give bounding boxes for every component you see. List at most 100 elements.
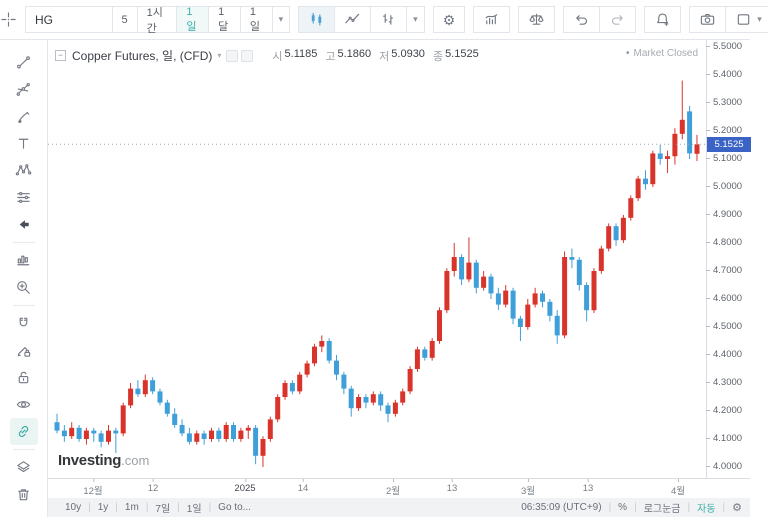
template-button[interactable]: ▾: [726, 6, 768, 33]
position-forecast-tool[interactable]: [10, 184, 38, 211]
candlestick-chart-canvas[interactable]: [48, 40, 706, 478]
chevron-down-icon[interactable]: ▾: [217, 51, 222, 60]
text-tool[interactable]: [10, 130, 38, 157]
time-tick-label: 2025: [234, 479, 256, 494]
log-scale-button[interactable]: 로그눈금: [643, 504, 681, 515]
line-style-button[interactable]: [335, 6, 372, 33]
object-tree-tool[interactable]: [10, 454, 38, 481]
ohlc-readout: 시 5.1185 고 5.1860 저 5.0930 종 5.1525: [264, 48, 478, 64]
bottom-toolbar: 10y | 1y | 1m | 7일 | 1일 | Go to... 06:35:09 (…: [48, 498, 750, 517]
candle-body: [312, 346, 317, 364]
style-dropdown-button[interactable]: ▾: [407, 6, 425, 33]
candle-body: [481, 276, 487, 288]
interval-1mo-button[interactable]: 1달: [209, 6, 241, 33]
candle-body: [466, 262, 472, 280]
chart-settings-button[interactable]: ⚙: [432, 6, 466, 33]
candle-body: [606, 226, 612, 249]
price-tick-label: 4.4000: [705, 349, 743, 360]
redo-button[interactable]: [600, 6, 637, 33]
sync-drawings-tool[interactable]: [9, 418, 38, 445]
interval-1d-button[interactable]: 1일: [177, 6, 210, 33]
drawing-mode-lock-tool[interactable]: [10, 337, 38, 364]
magnet-tool[interactable]: [10, 310, 38, 337]
candle-body: [451, 257, 457, 271]
remove-drawings-tool[interactable]: [10, 481, 38, 508]
goto-date-button[interactable]: Go to...: [218, 502, 251, 513]
compare-button[interactable]: [518, 6, 556, 33]
symbol-input[interactable]: HG: [25, 6, 113, 33]
magnet-icon: [19, 317, 28, 327]
candle-body: [223, 425, 229, 439]
candle-body: [569, 257, 575, 260]
legend-settings-icon[interactable]: [226, 49, 239, 62]
candle-body: [54, 422, 60, 431]
add-alert-button[interactable]: [644, 6, 682, 33]
indicators-button[interactable]: [473, 6, 511, 33]
range-7d-button[interactable]: 7일: [155, 504, 171, 515]
range-1m-button[interactable]: 1m: [124, 502, 139, 513]
interval-1h-button[interactable]: 1시간: [137, 6, 178, 35]
price-tick-label: 5.2000: [705, 125, 743, 136]
candle-body: [547, 301, 553, 316]
gann-fibonacci-tool[interactable]: [10, 76, 38, 103]
hide-toolbar-arrow-button[interactable]: [10, 211, 38, 238]
brush-tool[interactable]: [10, 103, 38, 130]
candle-body: [297, 374, 303, 392]
range-1d-button[interactable]: 1일: [186, 504, 202, 515]
legend-collapse-icon[interactable]: −: [55, 50, 66, 61]
undo-button[interactable]: [563, 6, 601, 33]
toolbar-divider: [12, 449, 35, 450]
lock-all-drawings-tool[interactable]: [10, 364, 38, 391]
forecast-lines-icon: [17, 192, 30, 203]
trash-icon: [18, 489, 29, 501]
market-status-text: Market Closed: [633, 48, 698, 59]
high-label: 고: [325, 50, 336, 63]
undo-redo-group: [563, 6, 637, 33]
candle-body: [422, 349, 428, 358]
hide-all-drawings-tool[interactable]: [10, 391, 38, 418]
time-axis[interactable]: 12월 12 2025 14 2월 13 3월 13 4월: [48, 478, 750, 498]
market-status: • Market Closed: [626, 48, 698, 59]
trend-line-tool[interactable]: [10, 49, 38, 76]
interval-dropdown-button[interactable]: ▾: [272, 6, 291, 33]
close-label: 종: [432, 50, 444, 63]
range-1y-button[interactable]: 1y: [97, 502, 109, 513]
legend-more-icon[interactable]: [241, 49, 254, 62]
chart-pane[interactable]: − Copper Futures, 일, (CFD) ▾ 시 5.1185 고 5.…: [48, 40, 706, 478]
line-style-icon: [345, 13, 360, 24]
pattern-xabcd-tool[interactable]: [10, 157, 38, 184]
candle-body: [628, 198, 634, 218]
screenshot-button[interactable]: [689, 6, 727, 33]
candle-body: [495, 293, 501, 305]
candle-body: [83, 430, 89, 439]
brush-icon: [18, 111, 30, 124]
bars-pattern-tool[interactable]: [10, 247, 38, 274]
undo-arrow-icon: [576, 15, 588, 25]
price-axis[interactable]: 5.5000 5.4000 5.3000 5.2000 5.1000 5.0000 4.90…: [705, 40, 751, 478]
interval-5m-button[interactable]: 5: [112, 6, 138, 33]
alert-group: [644, 6, 682, 33]
candlestick-style-button[interactable]: [298, 6, 336, 33]
zoom-in-tool[interactable]: [10, 274, 38, 301]
candle-body: [672, 133, 678, 157]
candle-body: [275, 397, 281, 420]
candle-body: [459, 257, 465, 280]
bars-style-button[interactable]: [371, 6, 408, 33]
candle-body: [69, 427, 75, 437]
candle-body: [473, 262, 479, 288]
percent-scale-button[interactable]: %: [618, 502, 628, 513]
candle-body: [414, 349, 420, 369]
interval-custom-button[interactable]: 1일: [240, 6, 273, 33]
indicators-group: [473, 6, 511, 33]
gear-icon[interactable]: ⚙: [732, 502, 742, 514]
time-tick-label: 2월: [386, 479, 400, 497]
redo-arrow-icon: [612, 15, 624, 25]
price-tick-label: 5.1000: [705, 153, 743, 164]
auto-scale-button[interactable]: 자동: [697, 504, 716, 515]
range-10y-button[interactable]: 10y: [65, 502, 82, 513]
clock-timezone[interactable]: 06:35:09 (UTC+9): [521, 502, 602, 513]
candle-body: [91, 430, 97, 434]
candle-body: [282, 383, 288, 397]
crosshair-tool-button[interactable]: [0, 0, 17, 39]
divider: |: [687, 502, 691, 513]
